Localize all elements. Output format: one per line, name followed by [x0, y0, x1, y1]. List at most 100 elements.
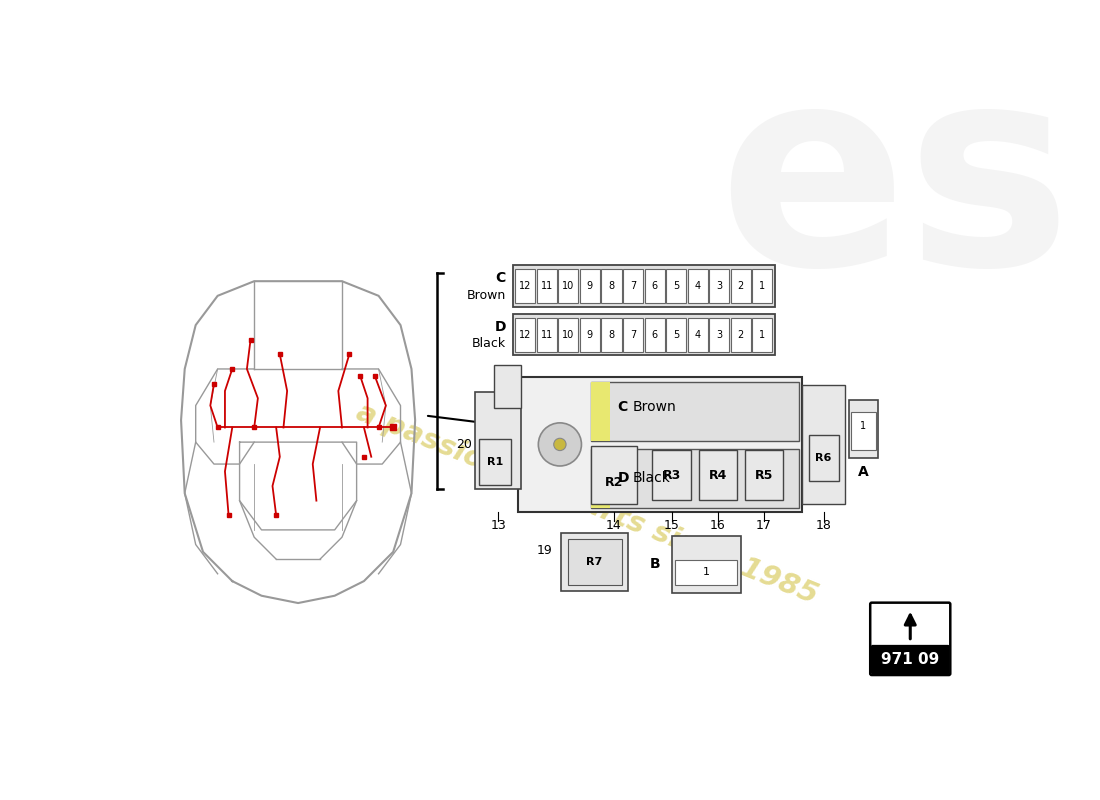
Bar [730, 318, 751, 352]
Text: 1: 1 [759, 281, 766, 291]
Text: R4: R4 [708, 469, 727, 482]
Text: A: A [858, 465, 869, 478]
Text: R6: R6 [815, 453, 832, 463]
Bar [495, 366, 521, 408]
Bar [808, 435, 838, 481]
Bar [591, 446, 637, 504]
Bar [517, 377, 803, 512]
Bar [688, 270, 707, 303]
Bar [591, 382, 609, 441]
Text: 14: 14 [606, 519, 621, 532]
Bar [602, 270, 621, 303]
Text: 5: 5 [673, 330, 680, 340]
Text: C: C [496, 271, 506, 286]
Text: 18: 18 [816, 519, 832, 532]
Text: R1: R1 [487, 457, 504, 466]
FancyBboxPatch shape [870, 602, 950, 675]
Text: 10: 10 [562, 330, 574, 340]
Text: Black: Black [634, 471, 671, 486]
Text: 7: 7 [630, 330, 636, 340]
Text: R2: R2 [605, 477, 623, 490]
Text: 6: 6 [651, 281, 658, 291]
Bar [475, 393, 521, 489]
Bar [513, 314, 774, 355]
Text: C: C [618, 401, 628, 414]
Bar [752, 270, 772, 303]
Bar [851, 412, 876, 450]
Bar [591, 449, 799, 508]
Bar [710, 318, 729, 352]
Text: Black: Black [472, 338, 506, 350]
Text: D: D [618, 471, 629, 486]
Bar [513, 266, 774, 307]
Text: Brown: Brown [466, 289, 506, 302]
Bar [623, 270, 643, 303]
Text: 20: 20 [455, 438, 472, 451]
Text: 1: 1 [860, 421, 867, 431]
Bar [667, 270, 686, 303]
Bar [580, 318, 600, 352]
Bar [561, 533, 628, 591]
Bar [803, 385, 845, 504]
Bar [580, 270, 600, 303]
Text: R7: R7 [586, 557, 603, 567]
Bar [710, 270, 729, 303]
Text: R3: R3 [662, 469, 681, 482]
Bar [537, 318, 557, 352]
Text: R5: R5 [755, 469, 773, 482]
Text: 8: 8 [608, 330, 615, 340]
Text: 4: 4 [695, 281, 701, 291]
Bar [480, 438, 512, 485]
Bar [515, 318, 536, 352]
Bar [568, 538, 622, 585]
FancyBboxPatch shape [871, 645, 949, 674]
Bar [688, 318, 707, 352]
Bar [652, 450, 691, 500]
Text: 11: 11 [541, 281, 553, 291]
Bar [591, 382, 799, 441]
Text: 17: 17 [756, 519, 772, 532]
Text: 11: 11 [541, 330, 553, 340]
Bar [645, 318, 664, 352]
Text: Brown: Brown [634, 401, 676, 414]
Text: B: B [649, 557, 660, 570]
Text: 971 09: 971 09 [881, 652, 939, 667]
Text: 7: 7 [630, 281, 636, 291]
Text: 5: 5 [673, 281, 680, 291]
Text: 13: 13 [491, 519, 506, 532]
Text: 10: 10 [562, 281, 574, 291]
Bar [559, 270, 579, 303]
Text: 1: 1 [703, 567, 710, 578]
Bar [745, 450, 783, 500]
Bar [667, 318, 686, 352]
Bar [849, 400, 878, 458]
Text: es: es [718, 54, 1071, 323]
Bar [645, 270, 664, 303]
Text: 2: 2 [738, 281, 744, 291]
Bar [559, 318, 579, 352]
Text: 12: 12 [519, 330, 531, 340]
Text: 19: 19 [537, 544, 552, 557]
Circle shape [538, 423, 582, 466]
Text: D: D [495, 320, 506, 334]
Text: 6: 6 [651, 330, 658, 340]
Text: 15: 15 [663, 519, 680, 532]
Bar [591, 449, 609, 508]
Circle shape [553, 438, 566, 450]
Text: 12: 12 [519, 281, 531, 291]
Text: 9: 9 [587, 281, 593, 291]
Bar [675, 559, 737, 585]
Bar [515, 270, 536, 303]
Text: 8: 8 [608, 281, 615, 291]
Text: 3: 3 [716, 330, 723, 340]
Bar [623, 318, 643, 352]
Bar [698, 450, 737, 500]
Text: 1: 1 [759, 330, 766, 340]
Text: 9: 9 [587, 330, 593, 340]
Text: 2: 2 [738, 330, 744, 340]
Bar [671, 537, 741, 593]
Bar [752, 318, 772, 352]
Text: 4: 4 [695, 330, 701, 340]
Bar [537, 270, 557, 303]
Text: a passion for parts since 1985: a passion for parts since 1985 [352, 398, 822, 610]
